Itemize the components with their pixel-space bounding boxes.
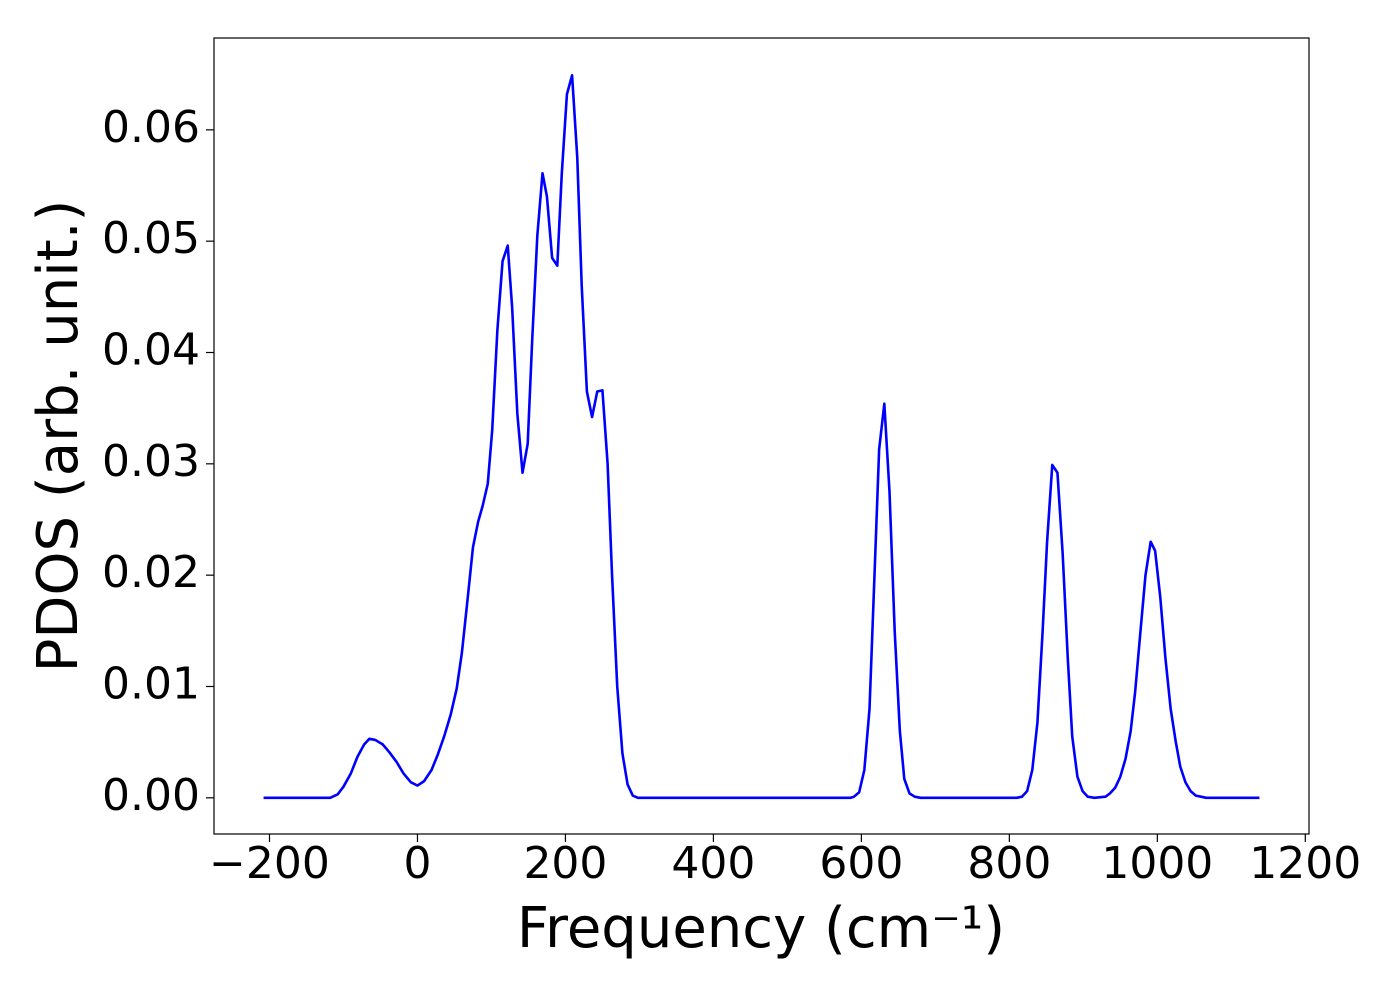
y-tick-label: 0.06 (102, 102, 200, 153)
x-tick-label: 0 (403, 838, 431, 889)
y-tick-label: 0.00 (102, 770, 200, 821)
y-axis-label: PDOS (arb. unit.) (26, 200, 91, 673)
x-tick-label: 200 (523, 838, 607, 889)
x-tick-label: 600 (819, 838, 903, 889)
y-tick-label: 0.05 (102, 213, 200, 264)
y-tick-label: 0.02 (102, 547, 200, 598)
x-tick-label: 400 (671, 838, 755, 889)
y-tick-label: 0.04 (102, 325, 200, 376)
x-tick-label: −200 (209, 838, 330, 889)
plot-frame (213, 37, 1310, 835)
pdos-line (263, 74, 1260, 800)
x-axis-label: Frequency (cm⁻¹) (517, 896, 1005, 961)
x-tick-label: 1200 (1249, 838, 1361, 889)
x-tick-label: 1000 (1101, 838, 1213, 889)
x-tick-label: 800 (967, 838, 1051, 889)
y-tick-label: 0.01 (102, 658, 200, 709)
y-tick-label: 0.03 (102, 436, 200, 487)
